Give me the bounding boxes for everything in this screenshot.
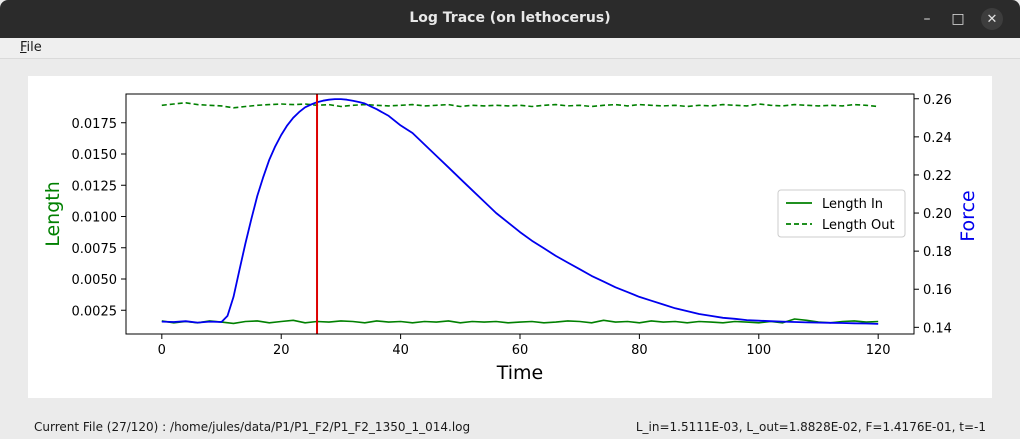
- log-trace-chart: 0 20 40 60 80 100 120 0.0025 0.0050 0.0075 0.0100 0…: [42, 93, 979, 384]
- legend-label-length-out: Length Out: [822, 218, 895, 233]
- maximize-button[interactable]: □: [945, 6, 971, 32]
- y-right-tick-label: 0.20: [923, 207, 952, 222]
- window-title: Log Trace (on lethocerus): [409, 10, 611, 26]
- y-right-tick-label: 0.18: [923, 245, 952, 260]
- x-tick-label: 20: [273, 343, 290, 358]
- y-left-tick-label: 0.0050: [72, 273, 118, 288]
- y-left-tick-label: 0.0100: [72, 211, 118, 226]
- x-axis-label: Time: [496, 362, 544, 384]
- series-force: [161, 98, 879, 325]
- maximize-icon: □: [951, 11, 965, 27]
- x-tick-label: 0: [158, 343, 166, 358]
- x-tick-label: 80: [631, 343, 648, 358]
- y-right-tick-label: 0.24: [923, 131, 952, 146]
- y-left-axis-label: Length: [42, 181, 64, 247]
- title-bar: Log Trace (on lethocerus) – □ ✕: [0, 0, 1020, 38]
- y-left-tick-label: 0.0175: [72, 117, 118, 132]
- x-tick-label: 120: [866, 343, 891, 358]
- series-length-out: [161, 101, 879, 109]
- y-left-tick-label: 0.0075: [72, 242, 118, 257]
- x-tick-label: 100: [746, 343, 771, 358]
- series-length-in: [161, 318, 879, 325]
- menu-bar: File: [0, 38, 1020, 59]
- y-right-tick-label: 0.16: [923, 283, 952, 298]
- y-left-tick-label: 0.0150: [72, 148, 118, 163]
- y-right-axis-label: Force: [957, 190, 979, 241]
- legend-label-length-in: Length In: [822, 197, 883, 212]
- y-left-tick-label: 0.0125: [72, 179, 118, 194]
- y-left-tick-label: 0.0025: [72, 304, 118, 319]
- y-right-tick-label: 0.22: [923, 169, 952, 184]
- y-right-tick-label: 0.26: [923, 93, 952, 108]
- close-icon: ✕: [981, 8, 1003, 30]
- x-tick-label: 60: [512, 343, 529, 358]
- plot-canvas[interactable]: 0 20 40 60 80 100 120 0.0025 0.0050 0.0075 0.0100 0…: [28, 76, 992, 398]
- legend-box: [777, 189, 906, 238]
- minimize-button[interactable]: –: [914, 6, 940, 32]
- status-current-file: Current File (27/120) : /home/jules/data…: [34, 420, 471, 434]
- menu-file[interactable]: File: [20, 40, 42, 55]
- status-bar: Current File (27/120) : /home/jules/data…: [0, 418, 1020, 439]
- status-values: L_in=1.5111E-03, L_out=1.8828E-02, F=1.4…: [635, 420, 986, 434]
- minimize-icon: –: [923, 11, 931, 27]
- menu-file-mnemonic: F: [20, 40, 27, 55]
- close-button[interactable]: ✕: [979, 6, 1005, 32]
- y-right-tick-label: 0.14: [923, 321, 952, 336]
- x-tick-label: 40: [392, 343, 409, 358]
- menu-file-label: ile: [26, 40, 42, 55]
